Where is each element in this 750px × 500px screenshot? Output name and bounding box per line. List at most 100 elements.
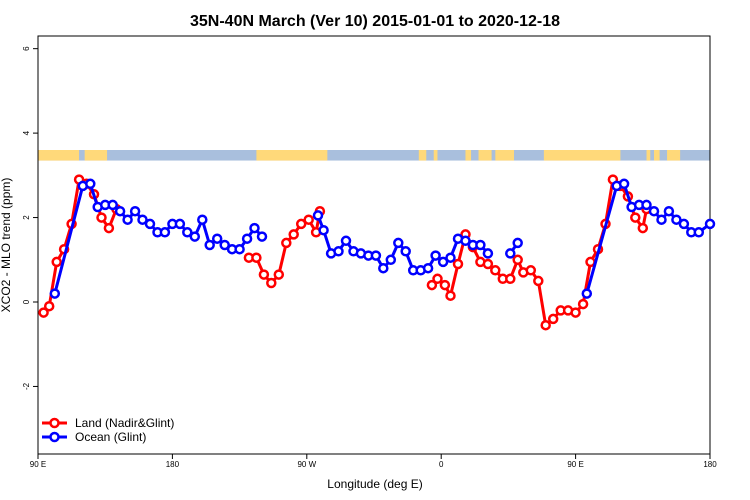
data-point-land <box>490 265 501 276</box>
data-point-ocean <box>189 231 201 242</box>
land-band <box>38 150 80 161</box>
data-point-ocean <box>182 227 193 238</box>
data-point-ocean <box>370 250 382 261</box>
x-tick-label: 90 E <box>30 460 46 469</box>
data-point-ocean <box>378 262 389 274</box>
x-axis-label: Longitude (deg E) <box>327 477 422 491</box>
data-point-ocean <box>437 256 449 268</box>
land-band <box>433 150 438 161</box>
data-point-ocean <box>422 262 434 274</box>
legend: Land (Nadir&Glint) Ocean (Glint) <box>42 416 174 444</box>
data-point-land <box>38 307 49 318</box>
data-point-ocean <box>482 248 494 259</box>
data-point-land <box>533 275 544 287</box>
data-point-land <box>96 212 107 223</box>
legend-marker-ocean <box>49 431 60 443</box>
data-point-land <box>426 279 438 291</box>
data-point-land <box>281 237 292 249</box>
land-band <box>478 150 492 161</box>
legend-marker-land <box>49 417 60 429</box>
data-point-ocean <box>671 214 682 225</box>
y-axis: -2 0 2 4 6 <box>22 46 38 390</box>
legend-item-ocean: Ocean (Glint) <box>42 430 146 444</box>
land-band <box>84 150 108 161</box>
data-point-ocean <box>211 233 223 244</box>
data-point-ocean <box>618 178 630 190</box>
data-point-ocean <box>693 227 705 238</box>
land-band <box>465 150 472 161</box>
land-band <box>646 150 651 161</box>
land-band <box>495 150 514 161</box>
data-point-ocean <box>512 237 523 249</box>
chart-title: 35N-40N March (Ver 10) 2015-01-01 to 202… <box>190 13 560 30</box>
data-point-ocean <box>49 288 61 299</box>
data-point-ocean <box>85 178 96 190</box>
legend-label-land: Land (Nadir&Glint) <box>75 416 174 430</box>
data-point-land <box>482 258 494 270</box>
y-axis-label: XCO2 - MLO trend (ppm) <box>0 178 13 313</box>
y-tick-label: 2 <box>22 215 31 220</box>
data-point-ocean <box>159 227 171 238</box>
y-tick-label: 0 <box>22 299 31 304</box>
data-point-ocean <box>393 237 404 249</box>
data-point-ocean <box>385 254 397 266</box>
y-tick-label: -2 <box>22 382 31 390</box>
series-layer <box>38 174 716 331</box>
data-point-ocean <box>678 218 690 230</box>
data-point-ocean <box>641 199 652 211</box>
data-point-land <box>251 252 262 263</box>
data-point-land <box>439 279 451 291</box>
data-point-ocean <box>318 224 329 236</box>
data-point-ocean <box>107 199 118 211</box>
series-land <box>38 174 652 331</box>
data-point-land <box>103 222 115 234</box>
data-point-ocean <box>312 210 324 221</box>
data-point-land <box>512 254 523 266</box>
data-point-land <box>630 212 641 223</box>
data-point-land <box>51 256 62 268</box>
data-point-land <box>432 273 443 285</box>
data-point-ocean <box>249 222 260 234</box>
data-point-ocean <box>174 218 186 230</box>
data-point-ocean <box>256 231 268 242</box>
data-point-ocean <box>648 205 660 217</box>
data-point-ocean <box>505 248 516 259</box>
data-point-land <box>258 269 270 280</box>
data-point-ocean <box>656 214 667 225</box>
y-tick-label: 6 <box>22 46 31 51</box>
legend-label-ocean: Ocean (Glint) <box>75 430 146 444</box>
data-point-ocean <box>430 250 441 261</box>
land-band <box>543 150 621 161</box>
data-point-ocean <box>340 235 352 247</box>
data-point-ocean <box>129 205 141 217</box>
data-point-ocean <box>663 205 675 217</box>
data-point-ocean <box>475 239 486 251</box>
x-tick-label: 0 <box>439 460 444 469</box>
x-tick-label: 180 <box>703 460 717 469</box>
data-point-land <box>445 290 456 301</box>
data-point-land <box>637 222 649 234</box>
data-point-land <box>43 300 55 312</box>
land-band <box>256 150 328 161</box>
data-point-land <box>547 313 559 325</box>
data-point-land <box>570 307 581 318</box>
data-point-land <box>295 218 307 230</box>
series-ocean <box>49 178 716 299</box>
series-line-land <box>430 178 648 327</box>
data-point-land <box>525 265 537 276</box>
land-band <box>667 150 681 161</box>
land-band <box>418 150 427 161</box>
data-point-land <box>505 273 516 285</box>
data-point-ocean <box>234 243 245 255</box>
data-point-land <box>273 269 285 280</box>
data-point-ocean <box>704 218 716 230</box>
data-point-ocean <box>204 239 215 251</box>
data-point-ocean <box>581 288 593 299</box>
data-point-ocean <box>400 246 411 257</box>
data-point-ocean <box>114 205 126 217</box>
data-point-ocean <box>144 218 156 230</box>
plot-frame <box>37 35 711 455</box>
legend-item-land: Land (Nadir&Glint) <box>42 416 174 430</box>
data-point-ocean <box>241 233 253 244</box>
